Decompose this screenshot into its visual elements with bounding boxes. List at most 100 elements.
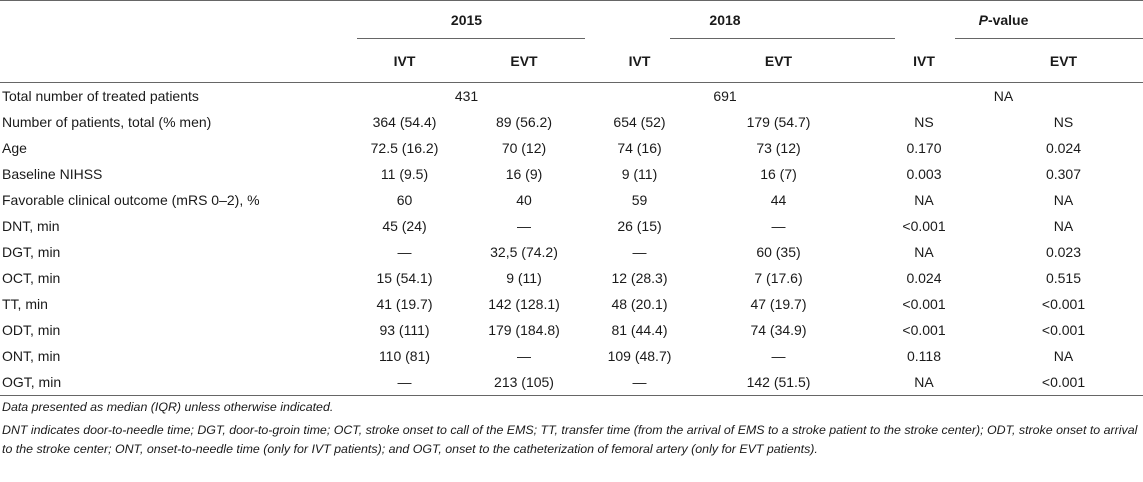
sub-header-row: IVT EVT IVT EVT IVT EVT [0,39,1143,83]
table-cell: 41 (19.7) [376,296,433,312]
table-cell: NA [1053,218,1074,234]
table-row: Number of patients, total (% men) 364 (5… [0,109,1143,135]
table-cell: 60 (35) [756,244,801,260]
table-cell: 81 (44.4) [611,322,668,338]
table-cell: 0.003 [906,166,942,182]
table-cell: 12 (28.3) [611,270,668,286]
group-rule-2015 [357,38,585,39]
table-cell: 654 (52) [613,114,666,130]
row-label: Total number of treated patients [2,88,199,104]
sub-header-2015-evt: EVT [462,39,586,83]
table-cell: 179 (54.7) [746,114,811,130]
data-table: 2015 2018 P-value IVT EVT IVT EVT IVT EV… [0,0,1143,396]
table-cell: 74 (16) [617,140,662,156]
sub-header-2015-ivt: IVT [347,39,462,83]
sub-header-p-ivt: IVT [864,39,984,83]
table-cell: — [771,218,786,234]
row-label: Favorable clinical outcome (mRS 0–2), % [2,192,260,208]
group-header-2015: 2015 [347,0,586,39]
row-label: ONT, min [2,348,61,364]
sub-header-2018-evt: EVT [693,39,864,83]
table-cell: 47 (19.7) [750,296,807,312]
table-row: Favorable clinical outcome (mRS 0–2), % … [0,187,1143,213]
table-cell: — [347,369,462,396]
table-cell: — [632,244,647,260]
table-cell: 48 (20.1) [611,296,668,312]
table-cell: 60 [396,192,413,208]
group-header-2018: 2018 [586,0,864,39]
table-cell: 0.024 [906,270,942,286]
table-cell: NA [914,244,934,260]
footnote-data-presentation: Data presented as median (IQR) unless ot… [2,400,334,414]
table-cell: NA [1053,192,1074,208]
table-cell: <0.001 [1041,322,1086,338]
table-cell: 15 (54.1) [376,270,433,286]
table-row: Age 72.5 (16.2) 70 (12) 74 (16) 73 (12) … [0,135,1143,161]
table-cell: 0.515 [1045,270,1082,286]
table-cell: 44 [770,192,787,208]
table-cell: NA [914,192,934,208]
table-cell: 9 (11) [506,270,542,286]
table-cell: NA [1053,348,1074,364]
row-label: ODT, min [2,322,61,338]
table-cell: 11 (9.5) [380,166,429,182]
table-cell: 16 (7) [760,166,797,182]
table-cell: NS [914,114,934,130]
table-row: DNT, min 45 (24) — 26 (15) — <0.001 NA [0,213,1143,239]
table-cell: 179 (184.8) [488,322,560,338]
pvalue-suffix: -value [987,12,1029,28]
table-cell: 142 (128.1) [488,296,560,312]
corner-cell [0,0,347,39]
cell-2018-total: 691 [713,88,737,104]
row-label: Number of patients, total (% men) [2,114,212,130]
group-header-pvalue: P-value [864,0,1143,39]
table-cell: — [517,218,531,234]
table-cell: — [397,244,412,260]
table-cell: NS [1053,114,1074,130]
row-label: Age [2,140,27,156]
table-cell: 0.170 [906,140,942,156]
table-cell: NA [864,369,984,396]
table-footnotes: Data presented as median (IQR) unless ot… [2,398,1140,459]
footnote-abbreviations: DNT indicates door-to-needle time; DGT, … [2,423,1138,456]
table-cell: 40 [516,192,532,208]
table-cell: <0.001 [902,218,946,234]
table-row: ODT, min 93 (111) 179 (184.8) 81 (44.4) … [0,317,1143,343]
table-cell: 9 (11) [621,166,658,182]
pvalue-italic-p: P [978,12,988,28]
table-cell: <0.001 [984,369,1143,396]
table-cell: 16 (9) [505,166,543,182]
table-row: OCT, min 15 (54.1) 9 (11) 12 (28.3) 7 (1… [0,265,1143,291]
table-cell: 0.307 [1045,166,1082,182]
sub-header-empty [0,39,347,83]
table-cell: — [517,348,531,364]
cell-pvalue-total: NA [993,88,1014,104]
table-row: DGT, min — 32,5 (74.2) — 60 (35) NA 0.02… [0,239,1143,265]
table-row: ONT, min 110 (81) — 109 (48.7) — 0.118 N… [0,343,1143,369]
table-cell: 74 (34.9) [750,322,807,338]
table-cell: <0.001 [902,296,946,312]
table-cell: 109 (48.7) [607,348,672,364]
group-header-row: 2015 2018 P-value [0,0,1143,39]
table-cell: 45 (24) [382,218,427,234]
table-row: TT, min 41 (19.7) 142 (128.1) 48 (20.1) … [0,291,1143,317]
sub-header-2018-ivt: IVT [586,39,693,83]
table-cell: 59 [631,192,648,208]
table-row: Baseline NIHSS 11 (9.5) 16 (9) 9 (11) 16… [0,161,1143,187]
table-cell: 364 (54.4) [372,114,437,130]
table-cell: 0.024 [1045,140,1082,156]
group-rule-pvalue [955,38,1143,39]
row-label: Baseline NIHSS [2,166,103,182]
table-cell: 93 (111) [379,322,430,338]
row-label: TT, min [2,296,48,312]
table-cell: 89 (56.2) [495,114,553,130]
row-label: DNT, min [2,218,60,234]
table-cell: 0.023 [1045,244,1082,260]
table-cell: 26 (15) [617,218,662,234]
table-cell: 72.5 (16.2) [370,140,439,156]
table-cell: — [771,348,786,364]
row-label: DGT, min [2,244,61,260]
table-row: OGT, min — 213 (105) — 142 (51.5) NA <0.… [0,369,1143,396]
table-cell: 73 (12) [756,140,801,156]
table-cell: 7 (17.6) [754,270,803,286]
